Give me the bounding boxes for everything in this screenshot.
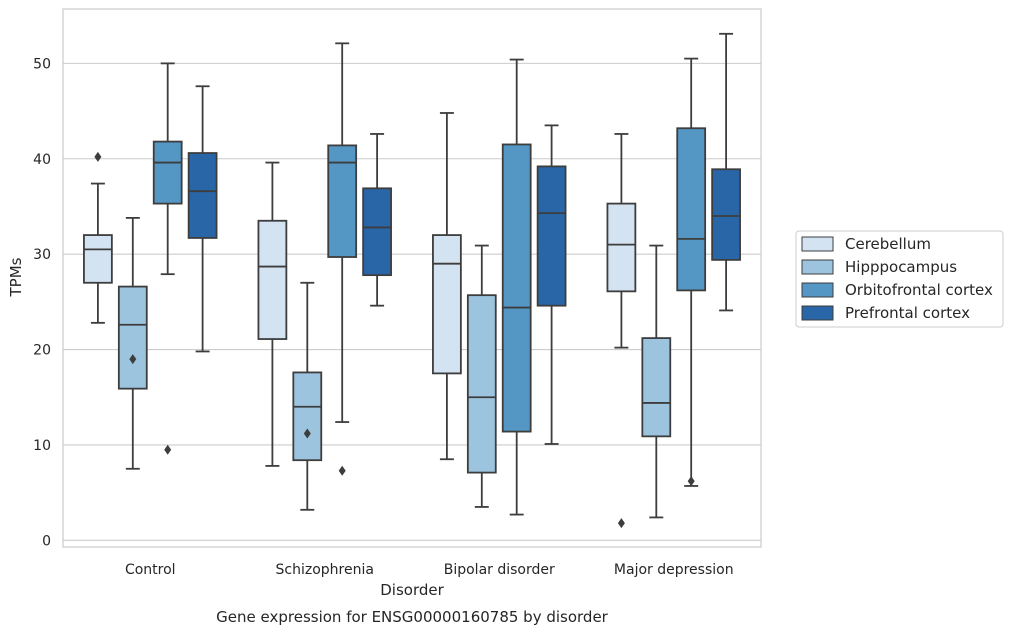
legend-frame — [795, 230, 1004, 328]
box-orbitofrontal-cortex — [152, 62, 183, 455]
box-prefrontal-cortex — [362, 133, 392, 307]
legend-label: Orbitofrontal cortex — [845, 281, 993, 299]
box-iqr — [292, 371, 323, 462]
box-orbitofrontal-cortex — [501, 58, 532, 516]
box-cerebellum — [83, 151, 113, 324]
x-tick-label: Major depression — [614, 562, 734, 578]
box-orbitofrontal-cortex — [676, 57, 707, 487]
x-tick-label: Control — [125, 562, 176, 578]
y-tick-label: 40 — [33, 152, 51, 168]
box-prefrontal-cortex — [187, 85, 218, 353]
box-iqr — [432, 234, 462, 375]
box-iqr — [362, 187, 392, 277]
y-tick-label: 20 — [33, 343, 51, 359]
legend-swatch — [801, 236, 834, 252]
legend-label: Cerebellum — [845, 235, 931, 253]
legend-swatch — [801, 259, 834, 275]
box-prefrontal-cortex — [536, 124, 567, 445]
box-cerebellum — [257, 161, 288, 467]
box-iqr — [641, 337, 672, 438]
legend-swatch — [801, 305, 834, 321]
box-iqr — [327, 144, 358, 258]
outlier-point — [617, 518, 625, 529]
box-hipppocampus — [292, 281, 323, 511]
outlier-point — [94, 151, 102, 162]
x-axis-ticks: Control Schizophrenia Bipolar disorder Majo… — [125, 562, 734, 578]
plot-area-frame — [62, 8, 762, 548]
box-iqr — [466, 294, 497, 474]
box-iqr — [152, 140, 183, 205]
legend-label: Hipppocampus — [845, 258, 957, 276]
x-axis-label: Disorder — [380, 581, 444, 599]
box-iqr — [257, 219, 288, 340]
legend-label: Prefrontal cortex — [845, 304, 970, 322]
box-iqr — [187, 152, 218, 239]
box-prefrontal-cortex — [711, 32, 741, 312]
box-hipppocampus — [641, 244, 672, 519]
box-marks — [83, 32, 741, 529]
box-iqr — [676, 127, 707, 292]
y-tick-label: 30 — [33, 247, 51, 263]
box-hipppocampus — [466, 244, 497, 508]
box-iqr — [536, 165, 567, 307]
box-iqr — [606, 202, 637, 293]
legend: Cerebellum Hipppocampus Orbitofrontal cort… — [795, 230, 1004, 328]
chart-title: Gene expression for ENSG00000160785 by d… — [216, 608, 609, 626]
legend-swatch — [801, 282, 834, 298]
box-iqr — [117, 285, 148, 390]
box-iqr — [83, 234, 113, 284]
box-iqr — [711, 168, 741, 261]
box-hipppocampus — [117, 217, 148, 470]
y-axis-ticks: 0 10 20 30 40 50 — [33, 56, 51, 549]
y-axis-label: TPMs — [7, 257, 25, 297]
box-cerebellum — [432, 112, 462, 461]
box-cerebellum — [606, 133, 637, 529]
outlier-point — [164, 444, 172, 455]
outlier-point — [687, 476, 695, 487]
x-tick-label: Bipolar disorder — [444, 562, 555, 578]
outlier-point — [303, 428, 311, 439]
y-tick-label: 50 — [33, 56, 51, 72]
outlier-point — [129, 354, 137, 365]
outlier-point — [338, 465, 346, 476]
x-tick-label: Schizophrenia — [276, 562, 374, 578]
box-orbitofrontal-cortex — [327, 42, 358, 476]
y-tick-label: 0 — [42, 533, 51, 549]
y-tick-label: 10 — [33, 438, 51, 454]
box-iqr — [501, 143, 532, 433]
